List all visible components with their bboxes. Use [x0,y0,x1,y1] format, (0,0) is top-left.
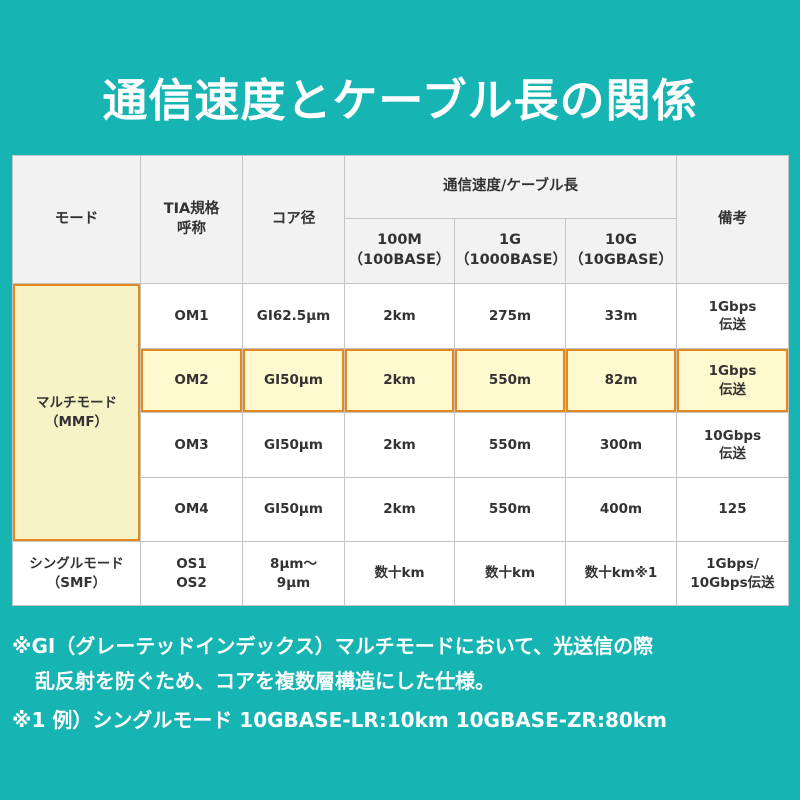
cell-1g: 550m [454,348,566,413]
header-1g: 1G （1000BASE） [454,218,567,284]
note-line1: 1Gbps [708,298,757,315]
cell-1g: 550m [454,412,566,478]
table-row-highlighted: OM2 GI50μm 2km 550m 82m 1Gbps 伝送 [13,348,789,413]
cell-10g: 400m [565,477,677,542]
smf-line1: シングルモード [29,556,124,573]
smf-line2: （SMF） [46,574,107,591]
header-speed-group: 通信速度/ケーブル長 [344,155,677,219]
cell-10g: 300m [565,412,677,478]
cell-100m: 2km [344,477,455,542]
footnote-gi-cont: 乱反射を防ぐため、コアを複数層構造にした仕様。 [35,669,495,693]
header-100m-line2: （100BASE） [348,252,451,268]
mode-smf: シングルモード （SMF） [12,541,141,606]
footnote-1: ※1 例）シングルモード 10GBASE-LR:10km 10GBASE-ZR:… [12,708,667,732]
table-row: シングルモード （SMF） OS1 OS2 8μm〜 9μm 数十km 数十km 数十… [12,541,789,606]
table-row: OM4 GI50μm 2km 550m 400m 125 [13,477,789,542]
table-row: マルチモード （MMF） OM1 GI62.5μm 2km 275m 33m 1G… [12,283,789,542]
cell-note: 10Gbps 伝送 [676,412,789,478]
header-10g-line1: 10G [604,232,638,249]
footnote-gi: ※GI（グレーテッドインデックス）マルチモードにおいて、光送信の際 [12,634,654,658]
header-tia: TIA規格呼称 [140,155,243,284]
core-line1: 8μm〜 [270,556,317,573]
note-line1: 1Gbps [708,363,757,380]
cell-100m: 2km [344,283,455,349]
note-line1: 10Gbps [703,427,762,444]
cell-note: 1Gbps 伝送 [676,348,789,413]
note-line2: 伝送 [719,446,746,462]
note-line2: 伝送 [719,317,746,333]
note-line2: 伝送 [719,381,746,398]
cell-1g: 数十km [454,541,566,606]
note-line2: 10Gbps伝送 [690,574,775,591]
header-notes: 備考 [676,155,789,284]
page-title: 通信速度とケーブル長の関係 [102,74,698,127]
tia-line1: OS1 [176,556,207,573]
cell-10g: 数十km※1 [565,541,677,606]
header-100m-line1: 100M [377,232,422,249]
note-line1: 1Gbps/ [706,556,759,573]
cell-tia: OM3 [140,412,243,478]
header-tia-line1: TIA規格 [163,200,220,217]
tia-line2: OS2 [176,574,207,591]
header-tia-line2: 呼称 [177,220,206,237]
cell-tia: OS1 OS2 [140,541,243,606]
cell-10g: 82m [565,348,677,413]
header-10g-line2: （10GBASE） [569,252,673,268]
mmf-line1: マルチモード [36,395,117,412]
comparison-table: モード TIA規格呼称 コア径 通信速度/ケーブル長 備考 100M （100BA… [12,155,789,606]
cell-tia: OM2 [140,348,243,413]
core-line2: 9μm [276,574,311,591]
header-core: コア径 [242,155,345,284]
cell-core: GI50μm [242,477,345,542]
cell-note: 1Gbps/10Gbps伝送 [676,541,789,606]
cell-note: 1Gbps 伝送 [676,283,789,349]
cell-core: 8μm〜 9μm [242,541,345,606]
cell-core: GI50μm [242,348,345,413]
mode-mmf: マルチモード （MMF） [12,283,141,542]
cell-100m: 2km [344,348,455,413]
mmf-line2: （MMF） [44,413,109,430]
header-mode: モード [12,155,141,284]
cell-100m: 2km [344,412,455,478]
header-10g: 10G （10GBASE） [565,218,677,284]
cell-1g: 275m [454,283,566,349]
cell-10g: 33m [565,283,677,349]
cell-core: GI50μm [242,412,345,478]
cell-tia: OM4 [140,477,243,542]
header-100m: 100M （100BASE） [344,218,455,284]
cell-core: GI62.5μm [242,283,345,349]
cell-note: 125 [676,477,789,542]
header-1g-line2: （1000BASE） [455,252,567,268]
cell-tia: OM1 [140,283,243,349]
header-1g-line1: 1G [499,232,521,249]
cell-1g: 550m [454,477,566,542]
cell-100m: 数十km [344,541,455,606]
